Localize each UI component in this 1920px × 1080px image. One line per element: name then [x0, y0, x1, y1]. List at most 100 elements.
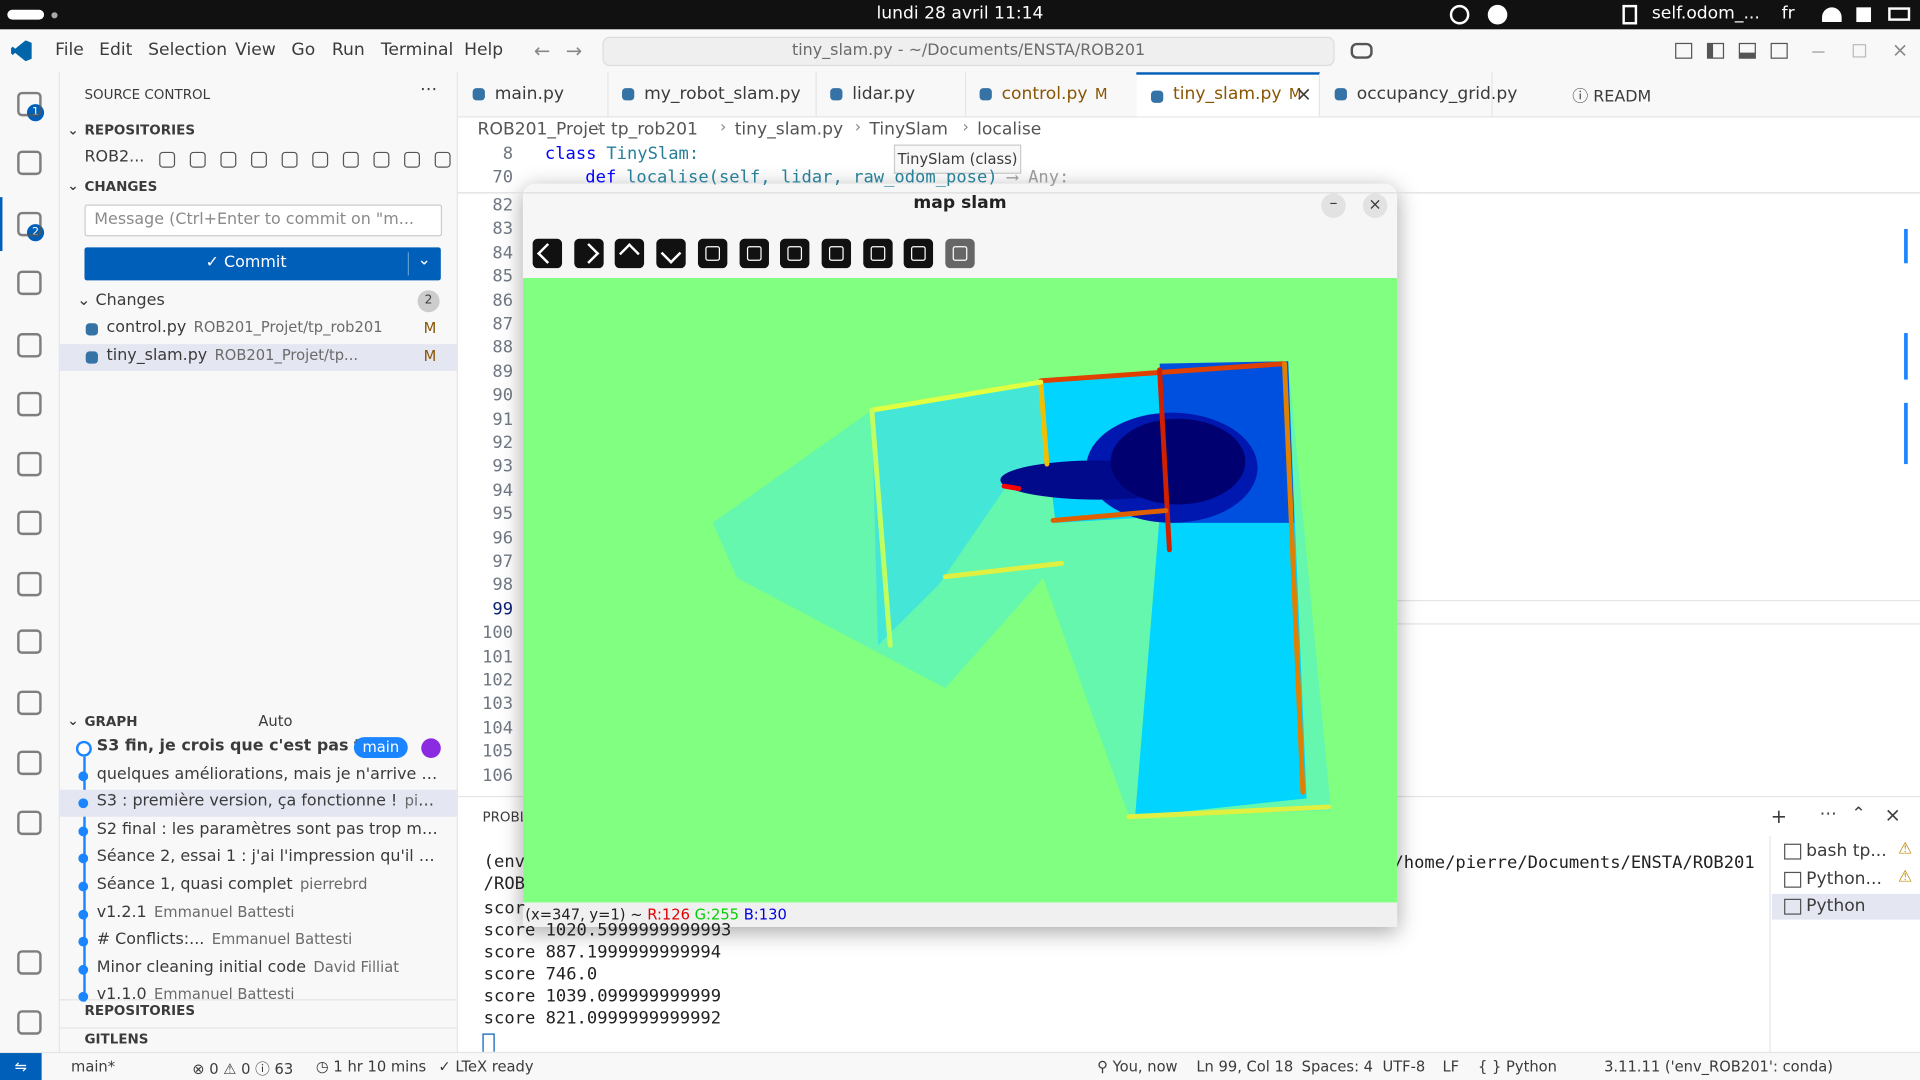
- spaces[interactable]: Spaces: 4: [1301, 1057, 1374, 1076]
- tray-icon[interactable]: [1449, 4, 1470, 25]
- section-header[interactable]: REPOSITORIES: [84, 1002, 196, 1019]
- activity-icon[interactable]: [17, 510, 42, 536]
- file-row[interactable]: tiny_slam.py ROB201_Projet/tp... M: [60, 344, 457, 372]
- encoding[interactable]: UTF-8: [1382, 1057, 1426, 1076]
- toolbar-button[interactable]: [862, 238, 893, 269]
- more[interactable]: ⋯: [420, 79, 438, 100]
- menu-item[interactable]: Edit: [99, 40, 133, 60]
- section-header[interactable]: GRAPH: [84, 713, 138, 730]
- commit-row[interactable]: quelques améliorations, mais je n'arrive…: [60, 762, 457, 789]
- volume-icon[interactable]: [1856, 7, 1872, 23]
- toggle-sidebar[interactable]: [1706, 42, 1725, 59]
- terminal-entry[interactable]: Python... ⚠: [1772, 866, 1920, 892]
- battery-icon[interactable]: [1888, 7, 1911, 21]
- clock[interactable]: lundi 28 avril 11:14: [876, 3, 1044, 24]
- activity-icon[interactable]: [17, 270, 42, 296]
- repo-action[interactable]: [373, 151, 390, 168]
- toolbar-button[interactable]: [532, 238, 563, 269]
- editor-tab[interactable]: main.py: [458, 72, 609, 117]
- toolbar-button[interactable]: [780, 238, 810, 269]
- toolbar-button[interactable]: [904, 238, 934, 269]
- activity-icon[interactable]: [17, 91, 42, 117]
- new-terminal[interactable]: +: [1770, 804, 1788, 828]
- toggle-panel[interactable]: [1738, 42, 1756, 59]
- minimize[interactable]: [1812, 51, 1825, 53]
- activity-icon[interactable]: [17, 571, 42, 597]
- close[interactable]: ×: [1891, 37, 1909, 62]
- panel-tab[interactable]: PROBL: [482, 809, 528, 826]
- tab-close[interactable]: ×: [1295, 82, 1312, 106]
- command-center[interactable]: tiny_slam.py - ~/Documents/ENSTA/ROB201: [602, 36, 1335, 67]
- breadcrumb[interactable]: TinySlam: [869, 120, 948, 140]
- activities-pill[interactable]: [7, 9, 45, 20]
- map-image[interactable]: [522, 277, 1398, 903]
- readme-tab[interactable]: ⓘ READM: [1572, 83, 1651, 106]
- activity-icon[interactable]: [17, 629, 42, 654]
- terminal-entry[interactable]: Python: [1771, 893, 1920, 920]
- commit-row[interactable]: S3 fin, je crois que c'est pas tro... mai…: [60, 735, 457, 762]
- branch-badge[interactable]: main: [353, 737, 408, 758]
- activity-icon[interactable]: [17, 333, 42, 358]
- remote[interactable]: ⇋: [0, 1053, 42, 1080]
- eol[interactable]: LF: [1442, 1057, 1460, 1076]
- commit-input[interactable]: Message (Ctrl+Enter to commit on "m...: [84, 204, 443, 237]
- repo-action[interactable]: [342, 151, 359, 168]
- activity-icon[interactable]: [17, 451, 42, 477]
- repo-action[interactable]: [434, 151, 451, 168]
- commit-row[interactable]: S3 : première version, ça fonctionne ! pi…: [60, 790, 457, 817]
- file-row[interactable]: control.py ROB201_Projet/tp_rob201 M: [60, 316, 457, 343]
- changes-group[interactable]: Changes: [95, 291, 165, 310]
- menu-item[interactable]: Selection: [148, 40, 228, 60]
- repo-action[interactable]: [159, 151, 176, 168]
- repo-action[interactable]: [220, 151, 237, 168]
- close-panel[interactable]: ×: [1884, 803, 1901, 827]
- commit-row[interactable]: v1.1.0 Emmanuel Battesti: [60, 984, 457, 1011]
- menu-item[interactable]: Help: [464, 40, 504, 60]
- language[interactable]: { } Python: [1477, 1057, 1557, 1076]
- section-header[interactable]: CHANGES: [84, 178, 158, 195]
- more[interactable]: ⋯: [1819, 804, 1837, 825]
- breadcrumb[interactable]: tp_rob201: [611, 120, 698, 140]
- commit-row[interactable]: Séance 1, quasi complet pierrebrd: [60, 873, 457, 900]
- menu-item[interactable]: Terminal: [380, 40, 454, 60]
- interpreter[interactable]: 3.11.11 ('env_ROB201': conda): [1604, 1057, 1834, 1076]
- indicator-app[interactable]: self.odom_...: [1651, 3, 1760, 24]
- activity-icon[interactable]: [17, 150, 42, 176]
- menu-item[interactable]: Go: [291, 40, 316, 60]
- editor-tab[interactable]: lidar.py: [816, 72, 967, 117]
- position[interactable]: Ln 99, Col 18: [1196, 1057, 1294, 1076]
- wifi-icon[interactable]: [1822, 7, 1842, 23]
- timer[interactable]: ◷ 1 hr 10 mins: [315, 1057, 427, 1076]
- tray-icon[interactable]: [1487, 4, 1508, 25]
- commit-dropdown[interactable]: ⌄: [417, 251, 431, 270]
- commit-row[interactable]: Séance 2, essai 1 : j'ai l'impression qu…: [60, 845, 457, 872]
- breadcrumb[interactable]: localise: [977, 120, 1042, 140]
- commit-row[interactable]: S2 final : les paramètres sont pas trop …: [60, 818, 457, 845]
- activity-icon[interactable]: [17, 950, 42, 975]
- keyboard-layout[interactable]: fr: [1781, 3, 1795, 24]
- editor-tab[interactable]: my_robot_slam.py: [607, 72, 817, 117]
- breadcrumb[interactable]: ROB201_Projet: [477, 120, 606, 140]
- section-header[interactable]: GITLENS: [84, 1031, 149, 1047]
- toolbar-button[interactable]: [738, 238, 769, 269]
- copilot-icon[interactable]: [1350, 42, 1373, 59]
- window-minimize[interactable]: –: [1321, 193, 1346, 218]
- menu-item[interactable]: Run: [331, 40, 365, 60]
- window-close[interactable]: ×: [1362, 193, 1388, 218]
- section-chevron[interactable]: ⌄: [67, 177, 79, 194]
- maximize-panel[interactable]: ⌃: [1851, 804, 1866, 825]
- nav-back[interactable]: ←: [533, 39, 551, 63]
- toolbar-button[interactable]: [573, 238, 604, 269]
- commit-row[interactable]: # Conflicts:... Emmanuel Battesti: [60, 928, 457, 955]
- commit-row[interactable]: v1.2.1 Emmanuel Battesti: [60, 901, 457, 928]
- branch[interactable]: main*: [71, 1057, 116, 1076]
- toolbar-button[interactable]: [821, 238, 851, 269]
- terminal-entry[interactable]: bash tp... ⚠: [1772, 839, 1920, 865]
- repo-name[interactable]: ROB2...: [84, 148, 145, 167]
- section-header[interactable]: REPOSITORIES: [84, 122, 196, 139]
- toolbar-button[interactable]: [697, 238, 728, 269]
- toggle-secondary[interactable]: [1770, 42, 1788, 59]
- nav-forward[interactable]: →: [565, 39, 583, 63]
- activity-icon[interactable]: [17, 391, 42, 417]
- menu-item[interactable]: View: [235, 40, 276, 60]
